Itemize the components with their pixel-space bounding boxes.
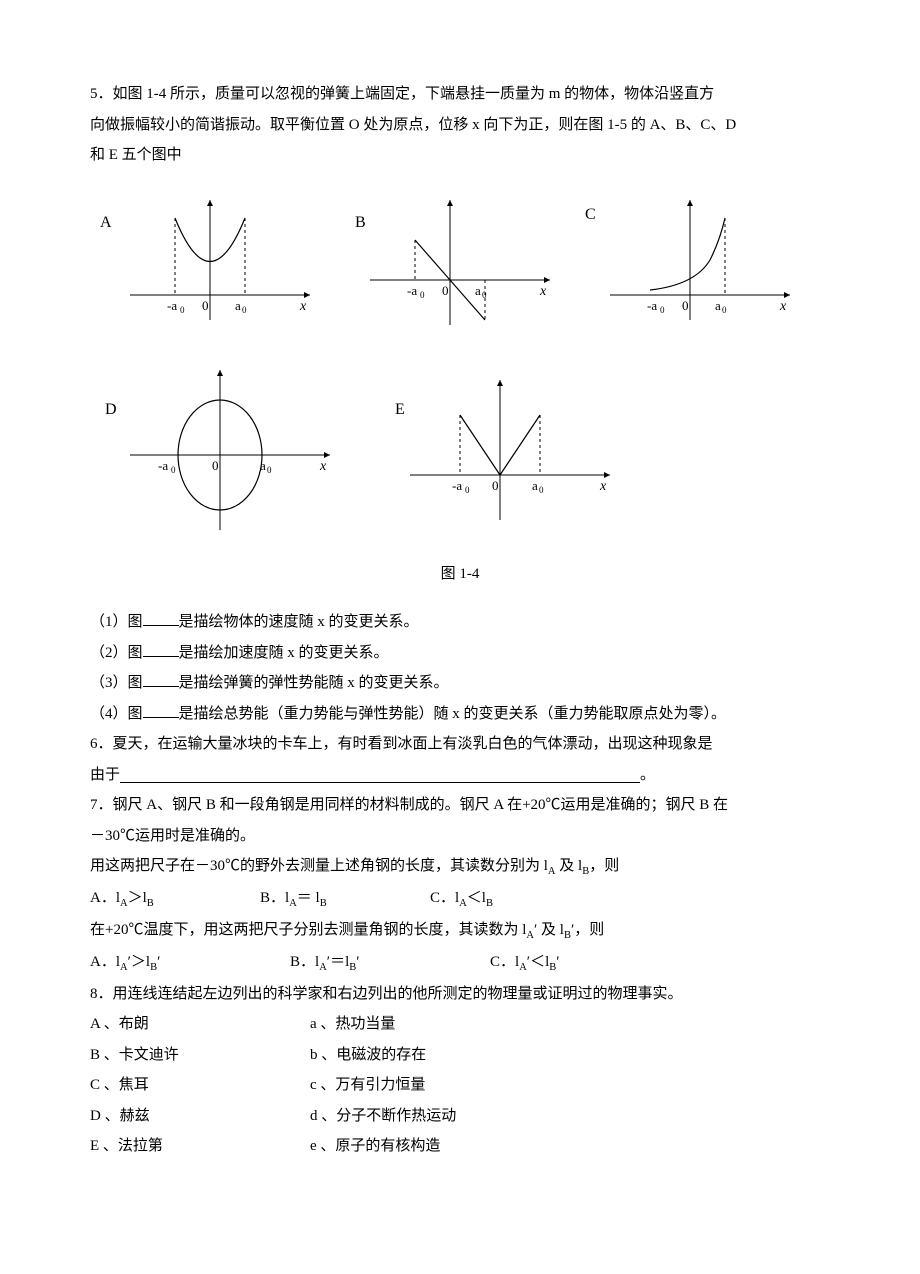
- q5-sub2-pre: （2）图: [90, 645, 143, 661]
- svg-text:-a: -a: [647, 298, 657, 313]
- panel-c-label: C: [585, 200, 596, 230]
- svg-text:x: x: [299, 299, 307, 314]
- svg-text:x: x: [319, 459, 327, 474]
- svg-text:-a: -a: [452, 478, 462, 493]
- figure-caption: 图 1-4: [90, 560, 830, 589]
- panel-d-svg: -a0 0 a0 x: [120, 360, 340, 540]
- blank-4[interactable]: [143, 717, 179, 718]
- svg-text:0: 0: [465, 485, 470, 495]
- q5-sub4-pre: （4）图: [90, 706, 143, 722]
- q7-c2b[interactable]: B．lA′＝lB′: [290, 948, 490, 978]
- q8-left-d[interactable]: D 、赫兹: [90, 1102, 310, 1131]
- svg-text:a: a: [475, 283, 481, 298]
- q5-sub3: （3）图 是描绘弹簧的弹性势能随 x 的变更关系。: [90, 669, 830, 698]
- q8-right-b[interactable]: b 、电磁波的存在: [310, 1041, 456, 1070]
- svg-text:x: x: [779, 299, 787, 314]
- q5-sub4-post: 是描绘总势能（重力势能与弹性势能）随 x 的变更关系（重力势能取原点处为零）。: [179, 706, 727, 722]
- q8-right-d[interactable]: d 、分子不断作热运动: [310, 1102, 456, 1131]
- q8-left-e[interactable]: E 、法拉第: [90, 1132, 310, 1161]
- figure-row-2: D -a0 0 a0 x E -a0 0 a0 x: [120, 360, 830, 540]
- figure-row-1: A -a0 0 a0 x B: [120, 190, 830, 340]
- q7-c1c[interactable]: C．lA＜lB: [430, 884, 600, 914]
- tick-neg: -a: [167, 298, 177, 313]
- q8-right-c[interactable]: c 、万有引力恒量: [310, 1071, 456, 1100]
- q7-choices-1: A．lA＞lB B．lA＝ lB C．lA＜lB: [90, 884, 830, 914]
- svg-text:-a: -a: [407, 283, 417, 298]
- svg-text:0: 0: [682, 298, 689, 313]
- svg-text:0: 0: [212, 458, 219, 473]
- q5-line1: 5．如图 1-4 所示，质量可以忽视的弹簧上端固定，下端悬挂一质量为 m 的物体…: [90, 80, 830, 109]
- q5-sub3-pre: （3）图: [90, 675, 143, 691]
- svg-text:x: x: [539, 284, 547, 299]
- panel-a-label: A: [100, 208, 112, 238]
- q5-line2: 向做振幅较小的简谐振动。取平衡位置 O 处为原点，位移 x 向下为正，则在图 1…: [90, 111, 830, 140]
- panel-a: A -a0 0 a0 x: [120, 190, 320, 340]
- svg-text:0: 0: [482, 290, 487, 300]
- q5-sub4: （4）图 是描绘总势能（重力势能与弹性势能）随 x 的变更关系（重力势能取原点处为…: [90, 700, 830, 729]
- q5-sub1-post: 是描绘物体的速度随 x 的变更关系。: [179, 614, 419, 630]
- svg-text:0: 0: [420, 290, 425, 300]
- q5-sub2-post: 是描绘加速度随 x 的变更关系。: [179, 645, 389, 661]
- q7-c1b[interactable]: B．lA＝ lB: [260, 884, 430, 914]
- svg-text:0: 0: [442, 283, 449, 298]
- svg-text:-a: -a: [158, 458, 168, 473]
- q5-sub1-pre: （1）图: [90, 614, 143, 630]
- svg-text:0: 0: [722, 305, 727, 315]
- q8-left-a[interactable]: A 、布朗: [90, 1010, 310, 1039]
- q8-left-c[interactable]: C 、焦耳: [90, 1071, 310, 1100]
- q7-line3: 用这两把尺子在－30℃的野外去测量上述角钢的长度，其读数分别为 lA 及 lB，…: [90, 852, 830, 882]
- blank-long[interactable]: [120, 764, 640, 783]
- q7-c2c[interactable]: C．lA′＜lB′: [490, 948, 660, 978]
- svg-text:0: 0: [492, 478, 499, 493]
- svg-text:0: 0: [267, 465, 272, 475]
- q6-line1: 6．夏天，在运输大量冰块的卡车上，有时看到冰面上有淡乳白色的气体漂动，出现这种现…: [90, 730, 830, 759]
- q8-right-e[interactable]: e 、原子的有核构造: [310, 1132, 456, 1161]
- q8-columns: A 、布朗 B 、卡文迪许 C 、焦耳 D 、赫兹 E 、法拉第 a 、热功当量…: [90, 1010, 830, 1163]
- q6-line2-pre: 由于: [90, 767, 120, 783]
- svg-text:a: a: [715, 298, 721, 313]
- q7-line2: －30℃运用时是准确的。: [90, 822, 830, 851]
- panel-e-label: E: [395, 395, 405, 425]
- q8-left-b[interactable]: B 、卡文迪许: [90, 1041, 310, 1070]
- panel-a-svg: -a0 0 a0 x: [120, 190, 320, 340]
- blank-3[interactable]: [143, 686, 179, 687]
- q7-line4: 在+20℃温度下，用这两把尺子分别去测量角钢的长度，其读数为 lA′ 及 lB′…: [90, 916, 830, 946]
- panel-b-label: B: [355, 208, 366, 238]
- q5-sub1: （1）图 是描绘物体的速度随 x 的变更关系。: [90, 608, 830, 637]
- svg-text:x: x: [599, 479, 607, 494]
- panel-e: E -a0 0 a0 x: [400, 360, 620, 540]
- svg-text:a: a: [260, 458, 266, 473]
- q6-line2: 由于 。: [90, 761, 830, 790]
- panel-b: B -a0 0 a0 x: [360, 190, 560, 340]
- q7-line1: 7．钢尺 A、钢尺 B 和一段角钢是用同样的材料制成的。钢尺 A 在+20℃运用…: [90, 791, 830, 820]
- svg-text:a: a: [235, 298, 241, 313]
- panel-d-label: D: [105, 395, 117, 425]
- q5-sub3-post: 是描绘弹簧的弹性势能随 x 的变更关系。: [179, 675, 449, 691]
- blank-2[interactable]: [143, 656, 179, 657]
- panel-c-svg: -a0 0 a0 x: [600, 190, 800, 340]
- panel-c: C -a0 0 a0 x: [600, 190, 800, 340]
- panel-d: D -a0 0 a0 x: [120, 360, 340, 540]
- q6-line2-post: 。: [640, 767, 655, 783]
- panel-b-svg: -a0 0 a0 x: [360, 190, 560, 340]
- svg-text:0: 0: [660, 305, 665, 315]
- svg-text:0: 0: [171, 465, 176, 475]
- q7-choices-2: A．lA′＞lB′ B．lA′＝lB′ C．lA′＜lB′: [90, 948, 830, 978]
- q7-c2a[interactable]: A．lA′＞lB′: [90, 948, 290, 978]
- svg-text:0: 0: [539, 485, 544, 495]
- q8-stem: 8．用连线连结起左边列出的科学家和右边列出的他所测定的物理量或证明过的物理事实。: [90, 980, 830, 1009]
- svg-text:0: 0: [242, 305, 247, 315]
- svg-text:a: a: [532, 478, 538, 493]
- q5-line3: 和 E 五个图中: [90, 141, 830, 170]
- q5-sub2: （2）图 是描绘加速度随 x 的变更关系。: [90, 639, 830, 668]
- q8-right-a[interactable]: a 、热功当量: [310, 1010, 456, 1039]
- svg-text:0: 0: [202, 298, 209, 313]
- panel-e-svg: -a0 0 a0 x: [400, 360, 620, 540]
- q7-c1a[interactable]: A．lA＞lB: [90, 884, 260, 914]
- blank-1[interactable]: [143, 625, 179, 626]
- svg-text:0: 0: [180, 305, 185, 315]
